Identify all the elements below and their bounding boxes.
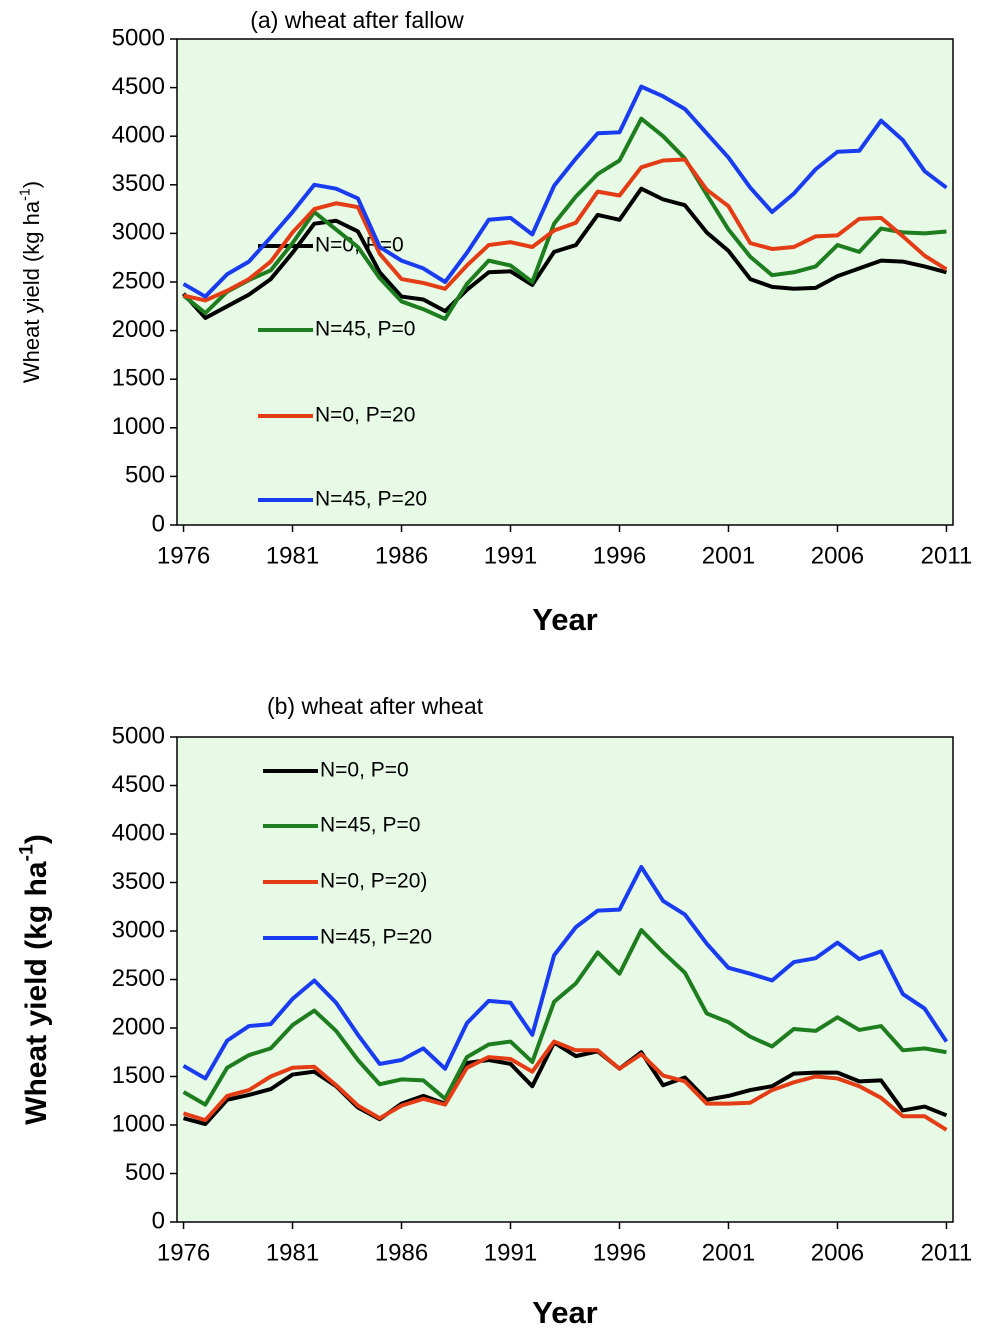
y-axis-label-text: Wheat yield (kg ha [19,200,44,383]
legend-label: N=45, P=20 [315,488,427,511]
series-line [182,864,949,1081]
y-axis-label-end: ) [20,834,53,844]
x-tick-label: 1991 [484,1239,537,1266]
x-axis-label: Year [532,602,598,637]
plot-area [176,38,954,526]
chart-title: (a) wheat after fallow [250,7,464,33]
y-tick-label: 1500 [112,365,165,392]
x-axis-label: Year [532,1295,598,1330]
legend-label: N=0, P=0 [320,759,409,782]
y-tick-label: 0 [152,510,165,537]
y-axis-label-text: Wheat yield (kg ha [20,861,53,1125]
x-tick-label: 1981 [266,542,319,569]
chart: (a) wheat after fallow 0 500 1000 1500 2000 25… [17,7,972,637]
legend-label: N=45, P=0 [315,318,415,341]
y-tick-label: 3500 [112,868,165,895]
legend-label: N=0, P=20) [320,870,427,893]
legend-label: N=45, P=20 [320,926,432,949]
x-tick-label: 2006 [811,542,864,569]
legend-label: N=45, P=0 [320,814,420,837]
y-axis-label-sup: -1 [16,844,38,861]
series-line [182,116,947,321]
y-axis-label: Wheat yield (kg ha-1) [16,834,53,1125]
x-tick-label: 1976 [157,1239,210,1266]
y-tick-label: 4500 [112,771,165,798]
y-tick-label: 0 [152,1207,165,1234]
y-tick-label: 4500 [112,73,165,100]
x-tick-label: 2006 [811,1239,864,1266]
x-tick-label: 1981 [266,1239,319,1266]
x-tick-label: 1996 [593,542,646,569]
x-tick-label: 1986 [375,1239,428,1266]
x-tick-label: 1991 [484,542,537,569]
x-tick-label: 1986 [375,542,428,569]
y-tick-label: 3500 [112,170,165,197]
series-line [183,157,948,303]
y-tick-label: 500 [125,1159,165,1186]
chart: (b) wheat after wheat 0 500 1000 1500 2000 250… [16,693,973,1330]
x-tick-label: 1996 [593,1239,646,1266]
x-tick-label: 1976 [157,542,210,569]
series-line [182,84,948,299]
y-tick-label: 500 [125,462,165,489]
y-tick-label: 2000 [112,1013,165,1040]
y-tick-label: 3000 [112,219,165,246]
legend-label: N=0, P=0 [315,234,404,257]
y-tick-label: 5000 [112,24,165,51]
x-tick-label: 2011 [921,1239,973,1266]
series-line [182,186,947,320]
y-tick-label: 5000 [112,722,165,749]
series-line [183,1040,948,1127]
y-tick-label: 1000 [112,1110,165,1137]
y-tick-label: 4000 [112,122,165,149]
y-tick-label: 3000 [112,916,165,943]
legend-label: N=0, P=20 [315,404,415,427]
x-tick-label: 2001 [702,542,755,569]
y-axis-label-sup: -1 [17,188,33,201]
y-axis-label-end: ) [19,181,44,188]
series-line [182,928,947,1107]
y-tick-label: 1000 [112,413,165,440]
chart-title: (b) wheat after wheat [267,693,484,719]
y-tick-label: 2500 [112,267,165,294]
x-tick-label: 2011 [921,542,973,569]
y-tick-label: 2500 [112,965,165,992]
plot-area [176,736,954,1223]
y-tick-label: 2000 [112,316,165,343]
y-tick-label: 1500 [112,1062,165,1089]
series-line [182,1039,948,1132]
x-tick-label: 2001 [702,1239,755,1266]
y-tick-label: 4000 [112,819,165,846]
y-axis-label: Wheat yield (kg ha-1) [17,181,44,383]
